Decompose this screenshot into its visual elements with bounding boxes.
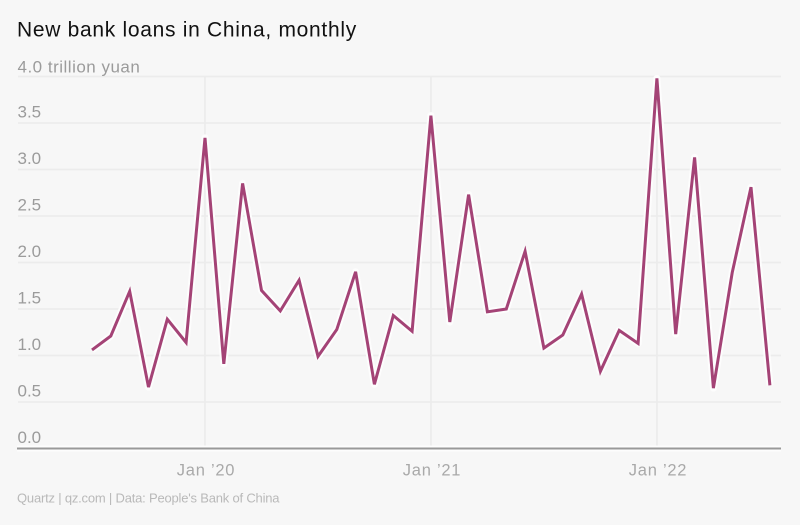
svg-text:0.0: 0.0 [18, 428, 42, 447]
svg-text:2.5: 2.5 [18, 196, 42, 215]
svg-text:New bank loans in China, month: New bank loans in China, monthly [17, 18, 357, 41]
svg-text:1.0: 1.0 [18, 335, 42, 354]
svg-text:0.5: 0.5 [18, 382, 42, 401]
svg-text:Jan ’20: Jan ’20 [177, 461, 235, 479]
svg-text:Jan ’21: Jan ’21 [403, 461, 461, 479]
svg-text:3.0: 3.0 [18, 149, 42, 168]
svg-text:2.0: 2.0 [18, 242, 42, 261]
svg-text:3.5: 3.5 [18, 103, 42, 122]
svg-text:Quartz | qz.com | Data: People: Quartz | qz.com | Data: People's Bank of… [17, 491, 280, 506]
svg-text:4.0 trillion yuan: 4.0 trillion yuan [18, 58, 141, 77]
svg-text:Jan ’22: Jan ’22 [629, 461, 687, 479]
svg-text:1.5: 1.5 [18, 289, 42, 308]
